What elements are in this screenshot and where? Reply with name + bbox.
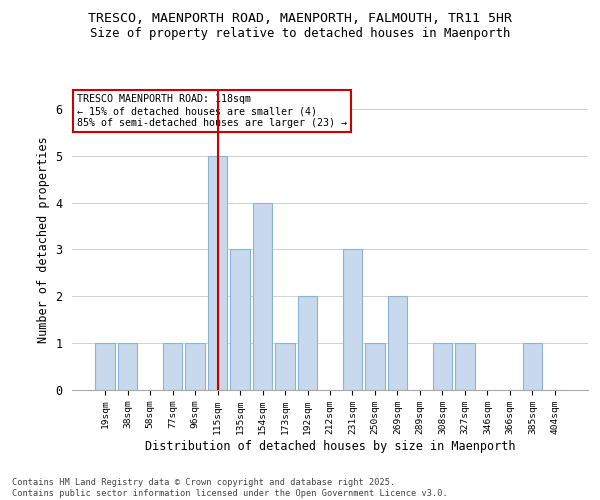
Bar <box>230 250 250 390</box>
Bar <box>275 343 295 390</box>
Bar <box>343 250 362 390</box>
Bar <box>208 156 227 390</box>
Text: TRESCO MAENPORTH ROAD: 118sqm
← 15% of detached houses are smaller (4)
85% of se: TRESCO MAENPORTH ROAD: 118sqm ← 15% of d… <box>77 94 347 128</box>
Bar <box>185 343 205 390</box>
Bar <box>388 296 407 390</box>
Bar <box>523 343 542 390</box>
Bar <box>95 343 115 390</box>
Bar <box>433 343 452 390</box>
Text: Size of property relative to detached houses in Maenporth: Size of property relative to detached ho… <box>90 28 510 40</box>
Text: TRESCO, MAENPORTH ROAD, MAENPORTH, FALMOUTH, TR11 5HR: TRESCO, MAENPORTH ROAD, MAENPORTH, FALMO… <box>88 12 512 26</box>
Text: Contains HM Land Registry data © Crown copyright and database right 2025.
Contai: Contains HM Land Registry data © Crown c… <box>12 478 448 498</box>
Y-axis label: Number of detached properties: Number of detached properties <box>37 136 50 344</box>
Bar <box>118 343 137 390</box>
Bar <box>455 343 475 390</box>
Bar <box>253 202 272 390</box>
Bar <box>298 296 317 390</box>
X-axis label: Distribution of detached houses by size in Maenporth: Distribution of detached houses by size … <box>145 440 515 453</box>
Bar <box>365 343 385 390</box>
Bar <box>163 343 182 390</box>
